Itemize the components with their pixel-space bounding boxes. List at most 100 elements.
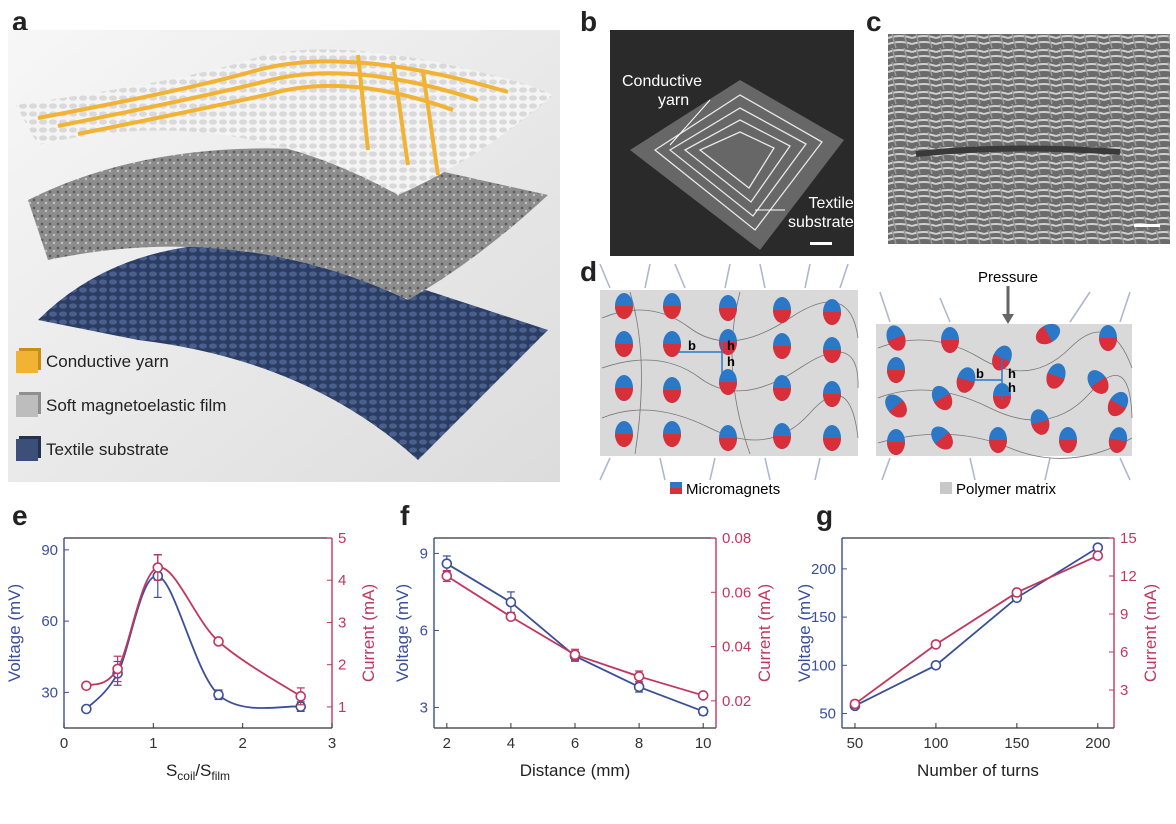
label-conductive-yarn: Conductive yarn — [622, 73, 703, 109]
x-tick-label: 150 — [1004, 735, 1029, 752]
y-tick-label: 200 — [811, 561, 836, 578]
panel-label-g: g — [816, 500, 834, 531]
data-point-current — [849, 698, 861, 710]
pressure-arrow-head — [1002, 314, 1014, 324]
data-point-current — [697, 690, 709, 701]
y2-tick-label: 6 — [1120, 644, 1128, 661]
panel-label-c: c — [866, 6, 882, 37]
data-point-current — [633, 671, 645, 682]
series-line-voltage — [85, 575, 301, 710]
label-h-right-2: h — [1008, 380, 1016, 395]
x-tick-label: 50 — [847, 735, 864, 752]
y-axis-label: Voltage (mV) — [796, 584, 814, 682]
data-point-current — [569, 649, 581, 661]
x-axis-label-part: S — [166, 761, 177, 780]
data-point-current — [213, 636, 224, 647]
panel-label-b: b — [580, 6, 598, 37]
field-lines-right — [879, 291, 1131, 481]
data-point-current — [441, 570, 453, 582]
panel-c-sem-image — [888, 34, 1170, 244]
y-axis-label: Voltage (mV) — [6, 584, 24, 682]
x-tick-label: 6 — [571, 735, 579, 752]
data-point-current — [152, 562, 164, 573]
x-axis-label-part: coil — [177, 769, 195, 783]
panel-label-d: d — [580, 256, 598, 287]
label-h-left-1: h — [727, 338, 735, 353]
y-tick-label: 90 — [41, 542, 58, 559]
legend-item-conductive-yarn: Conductive yarn — [16, 340, 226, 384]
field-lines-left — [599, 263, 849, 481]
series-line-voltage — [854, 546, 1099, 707]
x-tick-label: 200 — [1085, 735, 1110, 752]
y-tick-label: 150 — [811, 609, 836, 626]
y2-tick-label: 2 — [338, 657, 346, 674]
scale-bar — [810, 242, 832, 245]
y2-tick-label: 0.02 — [722, 693, 751, 710]
series-line-current — [446, 575, 704, 697]
micromagnet-legend-swatch-blue — [670, 482, 682, 488]
x-tick-label: 4 — [507, 735, 515, 752]
y-tick-label: 60 — [41, 613, 58, 630]
x-tick-label: 2 — [238, 735, 246, 752]
label-textile-substrate: Textile substrate — [788, 195, 854, 231]
x-tick-label: 0 — [60, 735, 68, 752]
y2-tick-label: 5 — [338, 530, 346, 547]
y-axis-label: Voltage (mV) — [394, 584, 412, 682]
x-axis-label: Distance (mm) — [520, 761, 631, 780]
x-axis-label: Scoil/Sfilm — [166, 761, 230, 783]
y2-axis-label: Current (mA) — [359, 584, 378, 682]
scale-bar — [1134, 224, 1160, 227]
blue-cube-icon — [16, 439, 38, 461]
legend-label: Textile substrate — [46, 440, 169, 459]
data-point-current — [1011, 587, 1023, 598]
y2-tick-label: 0.06 — [722, 584, 751, 601]
y2-tick-label: 9 — [1120, 606, 1128, 623]
y2-tick-label: 0.08 — [722, 530, 751, 547]
data-point-voltage — [213, 689, 224, 701]
x-tick-label: 8 — [635, 735, 643, 752]
micromagnets-legend-label: Micromagnets — [686, 481, 780, 498]
legend-label: Soft magnetoelastic film — [46, 396, 227, 415]
data-point-current — [112, 663, 123, 675]
x-tick-label: 3 — [328, 735, 336, 752]
legend-label: Conductive yarn — [46, 352, 169, 371]
pressure-label: Pressure — [978, 269, 1038, 286]
label-h-left-2: h — [727, 354, 735, 369]
panel-label-e: e — [12, 500, 28, 531]
x-axis-label-part: film — [211, 769, 230, 783]
y2-tick-label: 12 — [1120, 568, 1137, 585]
chart-f: 2 4 6 8 10 3 6 9 0.02 0.04 0.06 0.08 Voltage (mV) Cur… — [394, 530, 774, 780]
y-tick-label: 6 — [420, 622, 428, 639]
panel-label-f: f — [400, 500, 410, 531]
textile-substrate-layer — [38, 242, 548, 460]
panel-a-illustration — [8, 30, 560, 482]
y-tick-label: 100 — [811, 657, 836, 674]
data-point-voltage — [505, 596, 517, 608]
micromagnet-legend-swatch-red — [670, 488, 682, 494]
panel-a-legend: Conductive yarn Soft magnetoelastic film… — [16, 340, 226, 472]
data-point-current — [1092, 550, 1104, 562]
y2-tick-label: 3 — [338, 614, 346, 631]
y2-tick-label: 15 — [1120, 530, 1137, 547]
data-point-current — [295, 691, 307, 702]
y2-tick-label: 4 — [338, 572, 346, 589]
data-point-current — [505, 611, 517, 623]
grey-cube-icon — [16, 395, 38, 417]
polymer-legend-swatch — [940, 482, 952, 494]
data-point-voltage — [633, 681, 645, 693]
y2-tick-label: 3 — [1120, 682, 1128, 699]
x-axis-label-part: /S — [195, 761, 211, 780]
x-tick-label: 10 — [695, 735, 712, 752]
data-point-voltage — [697, 706, 709, 717]
y2-axis-label: Current (mA) — [755, 584, 774, 682]
conductive-yarn-coil — [37, 54, 509, 176]
data-point-voltage — [441, 558, 453, 569]
spacing-markers-right — [970, 356, 1003, 400]
y2-axis-label: Current (mA) — [1141, 584, 1160, 682]
polymer-chains-left — [601, 291, 859, 455]
polymer-matrix-legend-label: Polymer matrix — [956, 481, 1057, 498]
yarn-pointer-line — [669, 99, 711, 146]
chart-e: 0 1 2 3 30 60 90 1 2 3 4 5 Voltage (mV) Current (mA) S… — [6, 530, 378, 783]
y-tick-label: 9 — [420, 545, 428, 562]
data-point-voltage — [930, 660, 942, 671]
